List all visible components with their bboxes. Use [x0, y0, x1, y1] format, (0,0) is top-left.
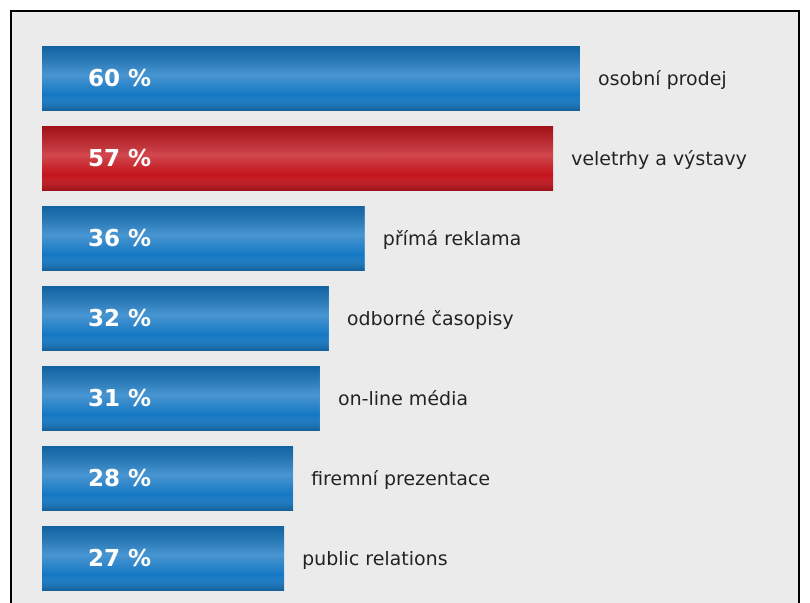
category-label: veletrhy a výstavy	[571, 148, 747, 170]
bar-shine	[42, 46, 580, 111]
value-label: 31 %	[88, 386, 151, 412]
value-label: 57 %	[88, 146, 151, 172]
bar-shine	[42, 366, 320, 431]
category-label: public relations	[302, 548, 448, 570]
category-label: firemní prezentace	[311, 468, 490, 490]
category-label: osobní prodej	[598, 68, 727, 90]
bar-shine	[42, 126, 554, 191]
value-label: 28 %	[88, 466, 151, 492]
value-label: 36 %	[88, 226, 151, 252]
category-label: odborné časopisy	[347, 308, 514, 330]
category-label: přímá reklama	[383, 228, 522, 250]
bar-shine	[42, 206, 365, 271]
bar-shine	[42, 286, 329, 351]
bar-shine	[42, 526, 285, 591]
value-label: 27 %	[88, 546, 151, 572]
value-label: 60 %	[88, 66, 151, 92]
category-label: on-line média	[338, 388, 468, 410]
value-label: 32 %	[88, 306, 151, 332]
bar-shine	[42, 446, 294, 511]
